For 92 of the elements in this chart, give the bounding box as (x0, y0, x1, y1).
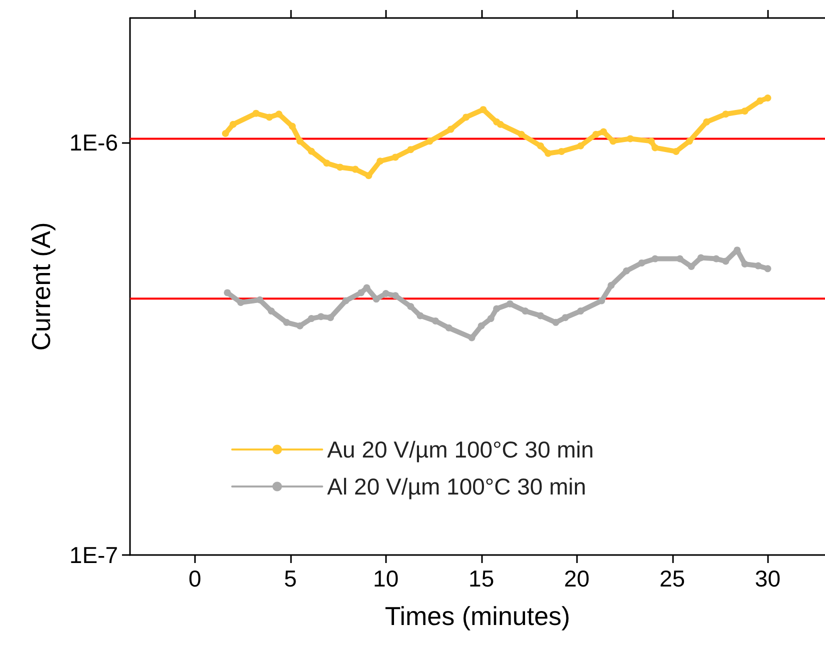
x-tick-label: 0 (188, 566, 202, 592)
point (392, 292, 399, 300)
point (358, 289, 365, 296)
point (407, 146, 414, 154)
point (222, 130, 229, 137)
point (741, 260, 748, 268)
point (577, 142, 584, 150)
point (686, 138, 693, 145)
point (237, 299, 244, 306)
point (487, 315, 494, 322)
point (224, 289, 231, 296)
point (445, 324, 452, 332)
point (323, 160, 330, 167)
point (372, 296, 380, 303)
x-tick-label: 10 (373, 566, 399, 592)
point (537, 142, 544, 150)
point (382, 290, 390, 298)
point (518, 130, 525, 138)
point (478, 322, 485, 330)
point (266, 114, 273, 121)
point (638, 259, 646, 266)
point (741, 108, 748, 115)
point (317, 313, 324, 320)
point (652, 255, 659, 262)
point (468, 334, 476, 342)
point (426, 138, 434, 145)
point (562, 314, 569, 322)
point (407, 303, 414, 310)
point (697, 254, 704, 262)
point (342, 297, 350, 304)
point (652, 144, 659, 152)
point (544, 150, 552, 157)
point (256, 296, 264, 304)
point (480, 106, 487, 114)
x-tick-label: 5 (284, 566, 297, 592)
point (754, 262, 762, 270)
point (308, 148, 315, 155)
point (600, 128, 608, 136)
point (496, 120, 504, 128)
point (493, 305, 500, 312)
point (622, 267, 630, 274)
x-tick-label: 20 (564, 566, 590, 592)
legend-label: Al 20 V/µm 100°C 30 min (327, 474, 586, 500)
point (252, 110, 260, 117)
point (352, 166, 359, 173)
x-tick-label: 15 (468, 566, 494, 592)
y-axis-title: Current (A) (26, 222, 56, 351)
point (326, 314, 334, 322)
point (275, 110, 282, 118)
point (462, 114, 470, 121)
point (392, 154, 399, 161)
point (764, 265, 772, 272)
x-tick-label: 30 (754, 566, 781, 592)
point (764, 94, 772, 102)
point (676, 255, 684, 262)
point (722, 258, 730, 265)
x-tick-label: 25 (659, 566, 686, 592)
point (648, 138, 655, 145)
x-axis-title: Times (minutes) (384, 601, 570, 631)
point (296, 138, 304, 145)
point (230, 120, 237, 128)
point (722, 110, 730, 118)
y-tick-label: 1E-7 (69, 542, 118, 568)
point (756, 97, 764, 104)
point (432, 317, 439, 324)
point (336, 164, 344, 171)
legend-label: Au 20 V/µm 100°C 30 min (327, 436, 594, 462)
point (283, 318, 290, 326)
point (296, 322, 304, 330)
point (592, 130, 600, 138)
point (672, 148, 680, 155)
point (376, 158, 384, 165)
point (506, 300, 514, 308)
point (598, 297, 606, 304)
point (365, 172, 372, 180)
point (268, 308, 275, 315)
point (537, 312, 544, 320)
point (712, 255, 720, 262)
point (288, 122, 296, 130)
point (447, 126, 454, 133)
point (608, 282, 615, 289)
point (308, 315, 315, 322)
point (703, 118, 710, 126)
point (626, 135, 634, 142)
y-tick-label: 1E-6 (69, 129, 118, 156)
point (416, 312, 424, 320)
point (610, 138, 617, 145)
point (688, 263, 695, 270)
point (522, 308, 529, 315)
point (558, 148, 566, 155)
point (577, 308, 584, 315)
point (552, 318, 560, 326)
